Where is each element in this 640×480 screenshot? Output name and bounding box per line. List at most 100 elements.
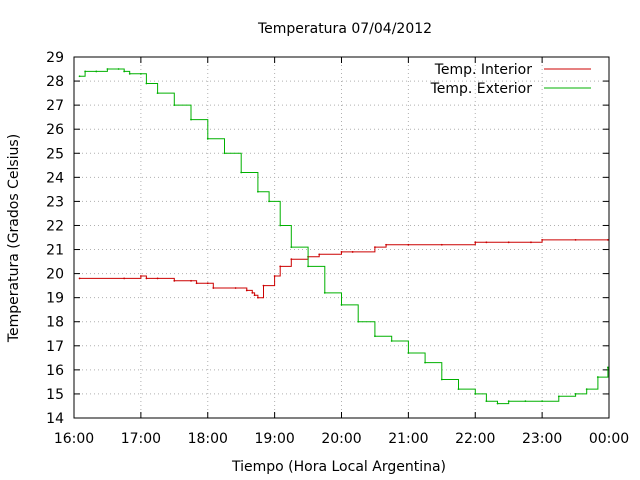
series-layer: [78, 68, 609, 405]
data-point: [424, 361, 426, 364]
y-tick-label: 28: [46, 74, 64, 90]
data-point: [340, 251, 343, 253]
y-tick-label: 26: [46, 122, 64, 138]
data-point: [156, 277, 159, 280]
data-point: [457, 388, 460, 391]
data-point: [585, 388, 588, 391]
data-point: [145, 82, 148, 85]
axes: 14 15 16 17 18 19 20 21 22 23 24 25 26 27 28 29 16:00 17:…: [46, 50, 629, 447]
data-point: [78, 277, 81, 280]
data-point: [206, 137, 209, 140]
x-axis-label: Tiempo (Hora Local Argentina): [231, 459, 446, 475]
y-tick-label: 22: [46, 218, 64, 234]
legend-label: Temp. Interior: [434, 62, 533, 78]
x-tick-label: 17:00: [121, 431, 161, 447]
y-tick-label: 27: [46, 98, 64, 114]
data-point: [507, 241, 510, 244]
data-point: [78, 75, 81, 78]
data-point: [253, 294, 256, 297]
data-point: [84, 70, 87, 73]
data-point: [524, 400, 527, 403]
data-point: [440, 243, 443, 246]
series-line-1: [79, 68, 609, 405]
data-point: [351, 251, 354, 253]
data-point: [156, 92, 159, 94]
x-tick-label: 20:00: [321, 431, 361, 447]
y-tick-label: 21: [46, 243, 64, 259]
data-point: [123, 277, 126, 280]
data-point: [257, 190, 259, 193]
y-tick-label: 29: [46, 50, 64, 66]
data-point: [541, 239, 544, 241]
data-point: [279, 224, 282, 227]
data-point: [95, 70, 98, 73]
data-point: [574, 393, 577, 395]
data-point: [541, 400, 544, 403]
data-point: [530, 241, 532, 244]
data-point: [474, 393, 477, 395]
data-point: [407, 243, 410, 246]
data-point: [173, 104, 176, 107]
data-point: [268, 200, 270, 203]
x-tick-label: 19:00: [254, 431, 294, 447]
data-point: [245, 289, 248, 292]
data-point: [106, 68, 109, 70]
data-point: [223, 152, 226, 155]
y-tick-label: 24: [46, 170, 64, 186]
plot-frame: [73, 56, 610, 419]
data-point: [374, 335, 376, 338]
data-point: [507, 400, 510, 403]
y-tick-label: 20: [46, 267, 64, 283]
data-point: [407, 352, 410, 354]
data-point: [139, 275, 142, 277]
x-tick-label: 18:00: [188, 431, 228, 447]
y-tick-label: 14: [46, 411, 64, 427]
data-point: [307, 265, 309, 268]
x-tick-label: 23:00: [522, 431, 562, 447]
data-point: [323, 291, 326, 294]
data-point: [340, 303, 343, 306]
data-point: [190, 279, 192, 282]
data-point: [117, 68, 120, 70]
data-point: [474, 241, 477, 244]
data-point: [145, 277, 148, 280]
data-point: [290, 258, 293, 261]
data-point: [240, 171, 243, 174]
data-point: [195, 282, 198, 285]
x-tick-label: 00:00: [589, 431, 629, 447]
y-tick-label: 25: [46, 146, 64, 162]
data-point: [190, 118, 192, 121]
data-point: [206, 282, 209, 285]
data-point: [251, 291, 254, 294]
x-tick-label: 21:00: [388, 431, 428, 447]
legend-label: Temp. Exterior: [430, 81, 533, 97]
data-point: [123, 70, 126, 73]
x-tick-label: 22:00: [455, 431, 495, 447]
data-point: [440, 378, 443, 381]
y-axis-label: Temperatura (Grados Celsius): [6, 134, 22, 343]
data-point: [485, 400, 488, 403]
y-tick-label: 17: [46, 339, 64, 355]
data-point: [212, 287, 215, 289]
data-point: [390, 340, 393, 342]
y-tick-label: 19: [46, 291, 64, 307]
y-tick-label: 23: [46, 194, 64, 210]
data-point: [357, 320, 360, 323]
x-tick-label: 16:00: [54, 431, 94, 447]
data-point: [557, 395, 560, 398]
data-point: [128, 72, 131, 75]
data-point: [596, 376, 599, 378]
data-point: [257, 296, 259, 299]
data-point: [606, 366, 609, 369]
y-tick-label: 18: [46, 315, 64, 331]
data-point: [279, 265, 282, 268]
data-point: [290, 246, 293, 249]
data-point: [262, 284, 265, 287]
data-point: [173, 279, 176, 282]
y-tick-label: 15: [46, 387, 64, 403]
series-line-0: [79, 239, 608, 299]
data-point: [574, 239, 577, 241]
data-point: [385, 243, 387, 246]
chart-title: Temperatura 07/04/2012: [257, 21, 432, 37]
